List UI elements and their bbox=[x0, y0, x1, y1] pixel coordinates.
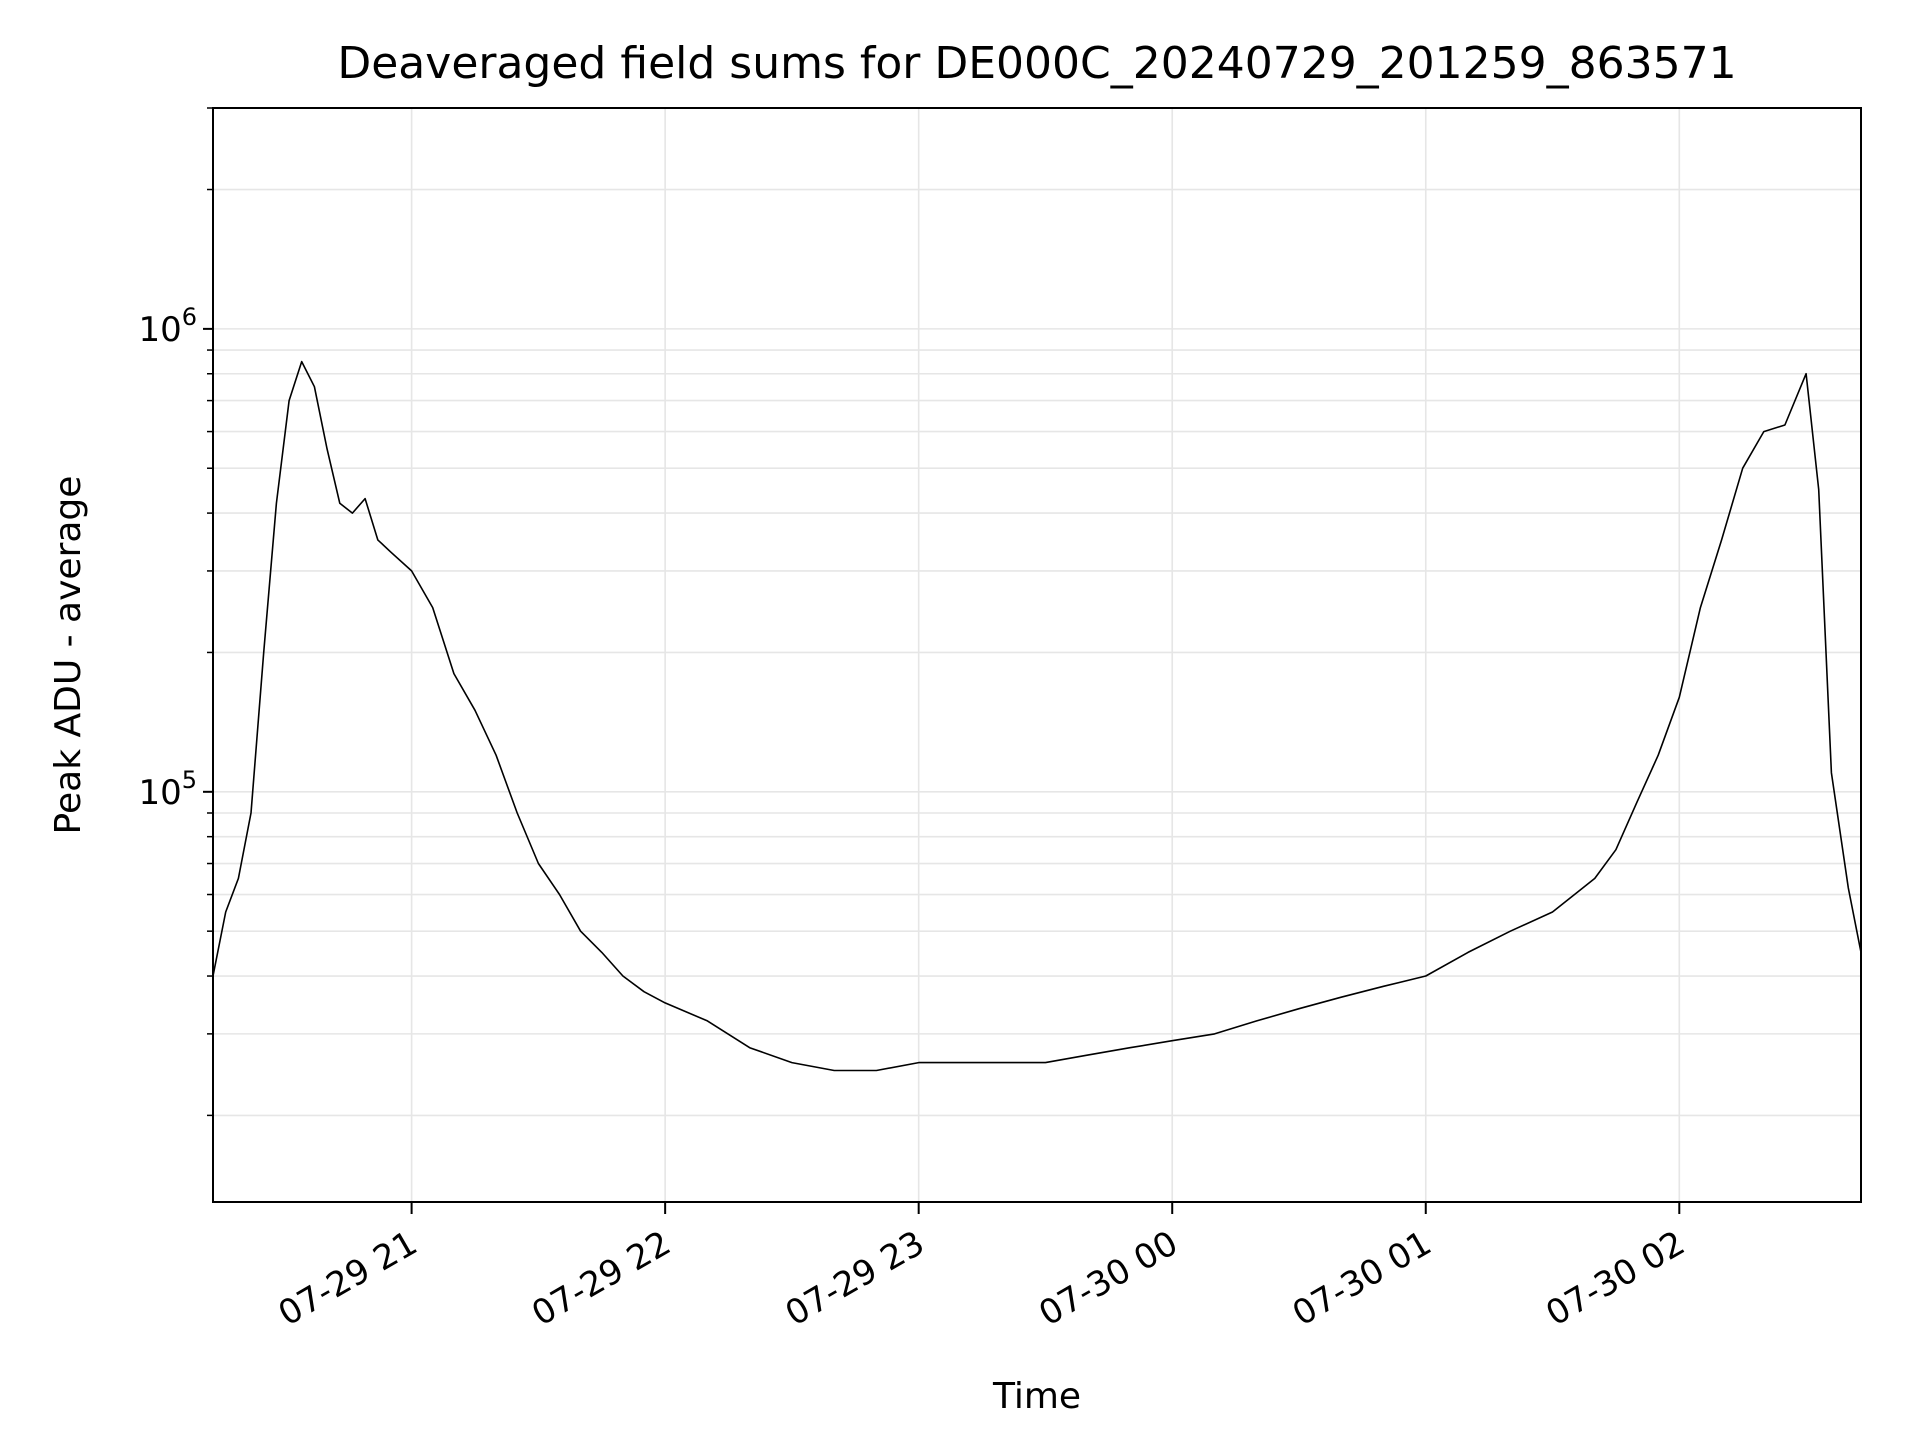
x-tick-label: 07-29 21 bbox=[272, 1223, 424, 1334]
x-tick-label: 07-30 00 bbox=[1032, 1223, 1184, 1334]
x-tick-label: 07-29 22 bbox=[525, 1223, 677, 1334]
y-axis-ticks: 105 106 bbox=[138, 107, 213, 1117]
plot-frame bbox=[212, 107, 1862, 1203]
chart-title: Deaveraged field sums for DE000C_2024072… bbox=[337, 38, 1736, 89]
y-tick-label: 105 bbox=[138, 766, 197, 813]
x-tick-label: 07-29 23 bbox=[779, 1223, 931, 1334]
x-tick-label: 07-30 01 bbox=[1286, 1223, 1438, 1334]
y-tick-label: 106 bbox=[138, 303, 197, 350]
series-line bbox=[212, 360, 1862, 1072]
y-axis-label: Peak ADU - average bbox=[48, 476, 89, 835]
grid-lines bbox=[213, 107, 1861, 1202]
x-axis-label: Time bbox=[992, 1376, 1081, 1417]
x-tick-label: 07-30 02 bbox=[1539, 1223, 1691, 1334]
x-axis-ticks: 07-29 21 07-29 22 07-29 23 07-30 00 07-30 01… bbox=[272, 1202, 1692, 1334]
